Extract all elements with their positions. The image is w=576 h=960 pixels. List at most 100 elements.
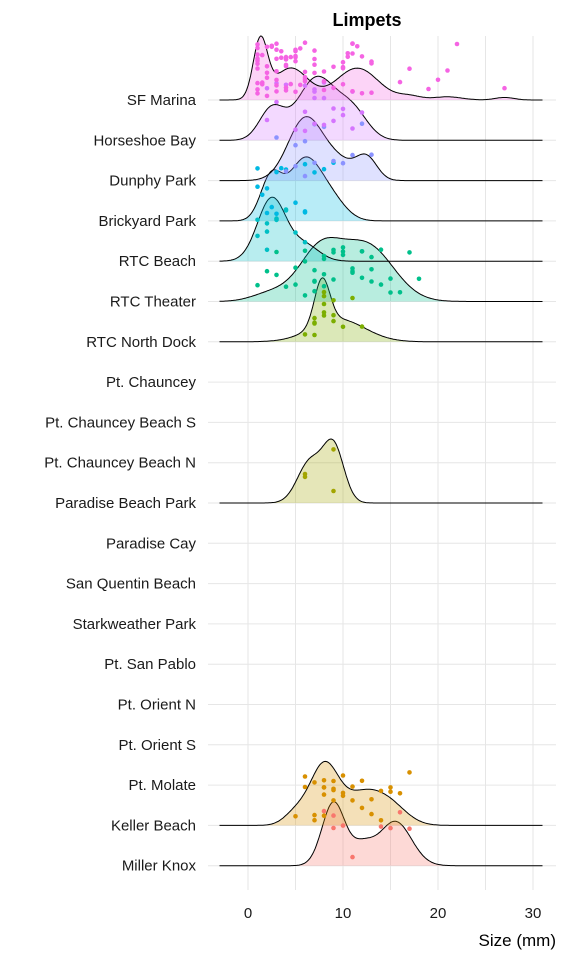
data-point bbox=[312, 780, 317, 785]
data-point bbox=[407, 66, 412, 71]
data-point bbox=[283, 169, 289, 174]
data-point bbox=[321, 293, 327, 299]
ridge-line-miller-knox bbox=[219, 801, 543, 867]
data-point bbox=[264, 64, 270, 69]
data-point bbox=[259, 192, 265, 198]
data-point bbox=[274, 56, 279, 62]
category-label: Pt. Chauncey Beach N bbox=[44, 455, 196, 472]
data-point bbox=[331, 488, 336, 494]
data-point bbox=[321, 87, 327, 93]
ridge-fill-rtc-theater bbox=[219, 237, 543, 302]
data-point bbox=[255, 184, 260, 189]
category-label: Paradise Beach Park bbox=[55, 495, 196, 512]
category-label: Paradise Cay bbox=[106, 535, 197, 552]
data-point bbox=[293, 47, 298, 53]
data-point bbox=[321, 813, 327, 818]
data-point bbox=[274, 249, 279, 255]
data-point bbox=[255, 52, 260, 57]
data-point bbox=[274, 47, 279, 52]
data-point bbox=[283, 88, 289, 93]
data-point bbox=[350, 784, 355, 789]
data-point bbox=[340, 324, 346, 330]
data-point bbox=[321, 808, 327, 814]
data-point bbox=[302, 784, 308, 790]
data-point bbox=[283, 207, 289, 212]
data-point bbox=[359, 54, 365, 59]
data-point bbox=[302, 40, 308, 45]
data-point bbox=[331, 825, 336, 831]
data-point bbox=[302, 138, 308, 144]
data-point bbox=[302, 109, 308, 115]
data-point bbox=[388, 290, 393, 295]
category-label: Pt. Chauncey bbox=[106, 374, 197, 391]
data-point bbox=[502, 85, 507, 91]
x-axis-title: Size (mm) bbox=[479, 931, 556, 950]
category-label: RTC Theater bbox=[110, 294, 196, 311]
data-point bbox=[321, 792, 327, 797]
data-point bbox=[340, 773, 346, 778]
data-point bbox=[302, 471, 308, 477]
data-point bbox=[255, 87, 260, 92]
data-point bbox=[445, 68, 450, 73]
data-point bbox=[331, 798, 336, 803]
ridge-line-dunphy-park bbox=[219, 116, 543, 182]
data-point bbox=[274, 69, 279, 74]
category-label: Dunphy Park bbox=[109, 173, 196, 190]
data-point bbox=[312, 315, 317, 321]
data-point bbox=[359, 324, 365, 329]
category-label: RTC North Dock bbox=[86, 334, 196, 351]
data-point bbox=[350, 41, 355, 46]
data-point bbox=[274, 83, 279, 88]
data-point bbox=[293, 282, 298, 287]
data-point bbox=[331, 447, 336, 452]
data-point bbox=[321, 69, 327, 74]
data-point bbox=[274, 41, 279, 46]
data-point bbox=[369, 811, 374, 817]
data-point bbox=[274, 77, 279, 83]
category-label: Starkweather Park bbox=[73, 616, 197, 633]
data-point bbox=[293, 54, 298, 60]
data-point bbox=[378, 818, 384, 823]
data-point bbox=[388, 276, 393, 281]
data-point bbox=[331, 318, 336, 324]
category-label: Pt. Molate bbox=[128, 777, 196, 794]
data-point bbox=[321, 283, 327, 289]
data-point bbox=[331, 118, 336, 124]
ridge-fill-rtc-beach bbox=[219, 197, 543, 262]
data-point bbox=[312, 121, 317, 127]
data-point bbox=[350, 266, 355, 271]
ridge-fill-paradise-beach-park bbox=[219, 439, 543, 503]
data-point bbox=[264, 186, 270, 191]
data-point bbox=[340, 252, 346, 258]
data-point bbox=[293, 265, 298, 271]
data-point bbox=[293, 58, 298, 64]
data-point bbox=[321, 310, 327, 315]
data-point bbox=[340, 82, 346, 87]
category-label: Miller Knox bbox=[122, 858, 197, 875]
data-point bbox=[312, 160, 317, 166]
data-point bbox=[454, 41, 460, 47]
data-point bbox=[312, 321, 317, 326]
category-label: Keller Beach bbox=[111, 817, 196, 834]
ridge-line-horseshoe-bay bbox=[219, 75, 543, 141]
data-point bbox=[331, 247, 336, 253]
data-point bbox=[274, 272, 279, 278]
data-point bbox=[331, 312, 336, 318]
category-label: Horseshoe Bay bbox=[93, 132, 196, 149]
data-point bbox=[312, 278, 317, 284]
data-point bbox=[369, 152, 374, 157]
data-point bbox=[369, 254, 374, 260]
data-point bbox=[293, 200, 298, 205]
data-point bbox=[264, 229, 270, 234]
data-point bbox=[331, 298, 336, 303]
data-point bbox=[312, 288, 317, 294]
data-point bbox=[274, 89, 279, 94]
data-point bbox=[331, 277, 336, 282]
data-point bbox=[312, 70, 317, 76]
data-point bbox=[293, 89, 298, 95]
data-point bbox=[340, 66, 346, 71]
data-point bbox=[331, 85, 336, 91]
data-point bbox=[278, 165, 284, 171]
data-point bbox=[255, 66, 260, 71]
data-point bbox=[264, 44, 270, 50]
